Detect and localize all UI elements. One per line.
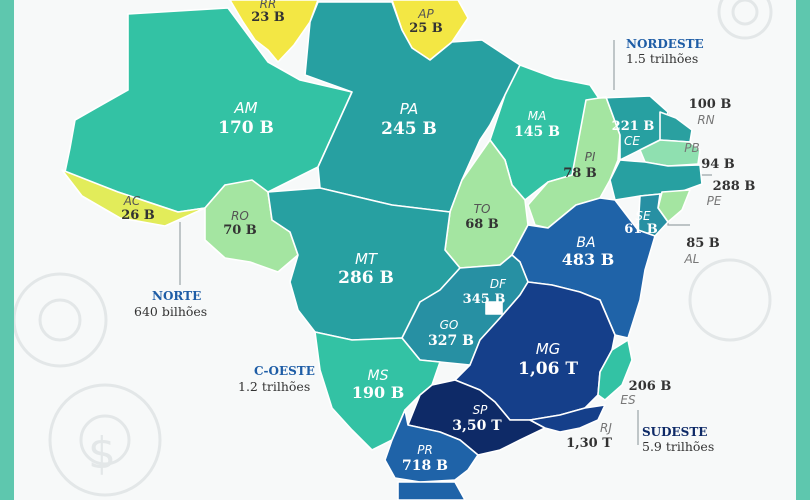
state-pa: [304, 1, 521, 213]
decorative-gears-icon: [14, 0, 773, 497]
label-pi-value: 78 B: [563, 166, 597, 181]
label-rr-abbr: RR: [260, 0, 277, 11]
map-canvas: $ RR 23 B AP 25 B AM 170 B PA 2: [14, 0, 796, 500]
label-go-abbr: GO: [440, 318, 459, 332]
state-ac: [61, 169, 206, 227]
label-pe-value: 288 B: [713, 179, 756, 194]
state-sc: [397, 481, 466, 500]
label-mg-value: 1,06 T: [518, 359, 578, 379]
label-df-value: 345 B: [463, 292, 506, 307]
label-mt-value: 286 B: [338, 268, 394, 288]
label-pr-abbr: PR: [417, 443, 433, 457]
label-pa-value: 245 B: [381, 119, 437, 139]
region-norte-title: NORTE: [152, 289, 201, 303]
label-ce-value: 221 B: [612, 119, 655, 134]
label-es-value: 206 B: [629, 379, 672, 394]
state-df: [485, 301, 503, 315]
state-rn: [659, 111, 693, 143]
region-legends: NORDESTE 1.5 trilhões NORTE 640 bilhões …: [134, 37, 714, 454]
region-coeste-title: C-OESTE: [254, 364, 315, 378]
region-sudeste-title: SUDESTE: [642, 425, 707, 439]
label-es-abbr: ES: [620, 393, 636, 407]
label-pr-value: 718 B: [402, 458, 448, 474]
label-ba-abbr: BA: [576, 235, 595, 251]
label-pe-abbr: PE: [707, 194, 722, 208]
label-mg-abbr: MG: [536, 340, 561, 358]
label-pi-abbr: PI: [585, 150, 596, 164]
dollar-icon: $: [88, 428, 116, 479]
state-rj: [529, 404, 606, 433]
label-rj-value: 1,30 T: [566, 436, 612, 451]
label-rj-abbr: RJ: [600, 421, 612, 435]
state-ms: [314, 331, 441, 451]
label-ro-value: 70 B: [223, 223, 257, 238]
label-am-abbr: AM: [233, 99, 257, 117]
label-ms-abbr: MS: [368, 368, 389, 384]
label-ma-value: 145 B: [514, 124, 560, 140]
region-nordeste-title: NORDESTE: [626, 37, 704, 51]
label-rr-value: 23 B: [251, 10, 285, 25]
label-df-abbr: DF: [490, 277, 507, 291]
label-to-value: 68 B: [465, 217, 499, 232]
region-nordeste-total: 1.5 trilhões: [626, 51, 698, 66]
label-ap-value: 25 B: [409, 21, 443, 36]
label-go-value: 327 B: [428, 333, 474, 349]
state-labels: RR 23 B AP 25 B AM 170 B PA 245 B MA 145…: [121, 0, 755, 474]
label-ms-value: 190 B: [352, 383, 405, 402]
label-se-value: 61 B: [624, 222, 658, 237]
label-pb-value: 94 B: [701, 157, 735, 172]
label-al-value: 85 B: [686, 236, 720, 251]
state-es: [597, 339, 633, 401]
label-se-abbr: SE: [635, 209, 651, 223]
label-rn-value: 100 B: [689, 97, 732, 112]
label-mt-abbr: MT: [355, 250, 379, 268]
label-ba-value: 483 B: [562, 250, 615, 269]
label-ce-abbr: CE: [624, 134, 640, 148]
label-pa-abbr: PA: [400, 100, 419, 118]
label-rn-abbr: RN: [697, 113, 714, 127]
label-ac-abbr: AC: [123, 194, 141, 208]
label-to-abbr: TO: [474, 202, 491, 216]
label-am-value: 170 B: [218, 118, 274, 138]
brazil-gdp-map: $ RR 23 B AP 25 B AM 170 B PA 2: [14, 0, 773, 500]
label-sp-abbr: SP: [473, 403, 489, 417]
label-ma-abbr: MA: [528, 109, 547, 123]
label-ac-value: 26 B: [121, 208, 155, 223]
label-al-abbr: AL: [684, 252, 700, 266]
label-pb-abbr: PB: [684, 141, 699, 155]
region-coeste-total: 1.2 trilhões: [238, 379, 310, 394]
region-norte-total: 640 bilhões: [134, 304, 207, 319]
label-sp-value: 3,50 T: [452, 418, 502, 434]
label-ap-abbr: AP: [417, 7, 434, 21]
state-pr: [384, 409, 479, 483]
region-sudeste-total: 5.9 trilhões: [642, 439, 714, 454]
label-ro-abbr: RO: [231, 209, 249, 223]
